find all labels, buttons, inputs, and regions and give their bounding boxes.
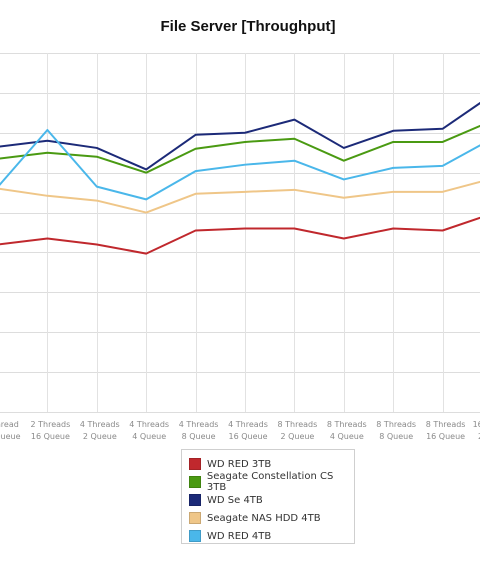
- legend-item[interactable]: WD RED 4TB: [189, 527, 354, 545]
- legend-item[interactable]: Seagate NAS HDD 4TB: [189, 509, 354, 527]
- legend: WD RED 3TB Seagate Constellation CS 3TB WD…: [181, 449, 355, 544]
- x-tick-label-line: 16 Threads: [473, 420, 480, 429]
- series-line: [0, 216, 480, 255]
- x-tick-label: 8 Threads 8 Queue: [376, 420, 416, 441]
- legend-item[interactable]: WD Se 4TB: [189, 491, 354, 509]
- x-tick-label-line: 2 Queue: [83, 432, 117, 441]
- legend-label: WD RED 4TB: [207, 530, 272, 542]
- x-tick-label-line: 1 Thread: [0, 420, 19, 429]
- legend-swatch: [189, 458, 201, 470]
- series-lines: [0, 101, 480, 255]
- x-tick-label-line: 16 Queue: [228, 432, 267, 441]
- x-tick-label-line: 4 Queue: [330, 432, 364, 441]
- x-tick-label: 4 Threads 16 Queue: [228, 420, 268, 441]
- legend-label: Seagate Constellation CS 3TB: [206, 471, 334, 493]
- series-line: [0, 101, 480, 171]
- x-tick-label: 4 Threads 8 Queue: [179, 420, 219, 441]
- x-tick-label-line: 4 Threads: [80, 420, 120, 429]
- series-line: [0, 180, 480, 214]
- legend-swatch: [189, 512, 201, 524]
- x-tick-label: 1 Thread 16 Queue: [0, 420, 21, 441]
- x-tick-label-line: 16 Queue: [31, 432, 70, 441]
- x-tick-label-line: 8 Threads: [327, 420, 367, 429]
- x-tick-label-line: 4 Threads: [179, 420, 219, 429]
- x-tick-label-line: 8 Queue: [379, 432, 413, 441]
- x-tick-label: 8 Threads 2 Queue: [278, 420, 318, 441]
- x-tick-label: 2 Threads 16 Queue: [31, 420, 71, 441]
- x-tick-label-line: 8 Threads: [376, 420, 416, 429]
- legend-item[interactable]: WD RED 3TB: [189, 455, 354, 473]
- x-tick-label-line: 4 Threads: [228, 420, 268, 429]
- series-line: [0, 124, 480, 174]
- x-tick-label-line: 4 Threads: [129, 420, 169, 429]
- x-tick-label-line: 8 Queue: [182, 432, 216, 441]
- x-tick-label-line: 4 Queue: [132, 432, 166, 441]
- x-tick-label: 4 Threads 2 Queue: [80, 420, 120, 441]
- legend-item[interactable]: Seagate Constellation CS 3TB: [189, 471, 354, 493]
- legend-swatch: [189, 494, 201, 506]
- legend-swatch: [189, 476, 201, 488]
- chart-title: File Server [Throughput]: [160, 18, 336, 35]
- x-tick-label-line: 16 Queue: [0, 432, 21, 441]
- legend-label: WD Se 4TB: [207, 494, 263, 506]
- legend-label: Seagate NAS HDD 4TB: [207, 512, 321, 524]
- x-tick-label-line: 16 Queue: [426, 432, 465, 441]
- x-tick-label-line: 2 Threads: [31, 420, 71, 429]
- x-tick-label: 16 Threads 2 Queue: [473, 420, 480, 441]
- x-tick-label: 8 Threads 4 Queue: [327, 420, 367, 441]
- x-tick-label-line: 8 Threads: [426, 420, 466, 429]
- series-line: [0, 128, 480, 201]
- x-tick-label-line: 2 Queue: [478, 432, 480, 441]
- x-tick-label-line: 2 Queue: [280, 432, 314, 441]
- legend-label: WD RED 3TB: [207, 458, 272, 470]
- x-tick-label-line: 8 Threads: [278, 420, 318, 429]
- gridlines: [0, 53, 480, 413]
- legend-swatch: [189, 530, 201, 542]
- x-tick-label: 4 Threads 4 Queue: [129, 420, 169, 441]
- x-tick-label: 8 Threads 16 Queue: [426, 420, 466, 441]
